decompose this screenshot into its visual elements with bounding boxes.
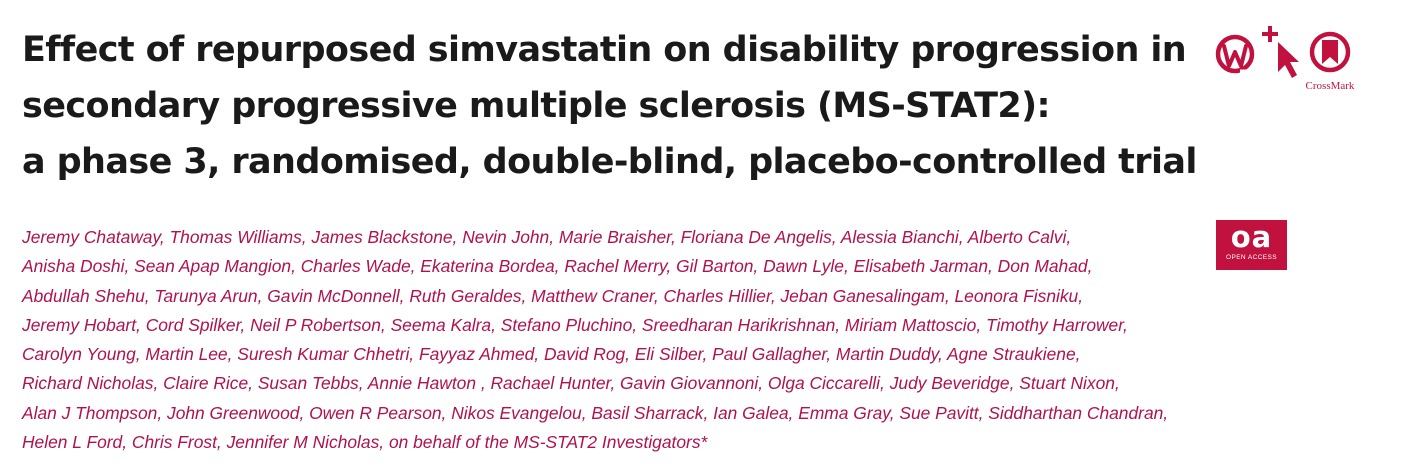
oa-label: OPEN ACCESS [1226, 254, 1277, 261]
article-title: Effect of repurposed simvastatin on disa… [22, 22, 1202, 190]
article-tools: CrossMark [1212, 22, 1372, 102]
author-line: Richard Nicholas, Claire Rice, Susan Teb… [22, 373, 1120, 394]
author-line: Jeremy Chataway, Thomas Williams, James … [22, 227, 1072, 247]
author-line: Carolyn Young, Martin Lee, Suresh Kumar … [22, 344, 1081, 365]
open-access-badge: oa OPEN ACCESS [1216, 220, 1287, 270]
title-line: secondary progressive multiple sclerosis… [22, 86, 1051, 126]
title-line: Effect of repurposed simvastatin on disa… [22, 30, 1187, 70]
author-list: Jeremy Chataway, Thomas Williams, James … [22, 223, 1192, 457]
wiley-w-icon[interactable] [1215, 34, 1255, 74]
crossmark-label: CrossMark [1306, 80, 1355, 92]
author-line: Helen L Ford, Chris Frost, Jennifer M Ni… [22, 432, 708, 453]
author-line: Jeremy Hobart, Cord Spilker, Neil P Robe… [22, 314, 1128, 335]
crossmark-icon[interactable]: CrossMark [1306, 31, 1355, 92]
title-line: a phase 3, randomised, double-blind, pla… [22, 142, 1197, 182]
author-line: Alan J Thompson, John Greenwood, Owen R … [22, 402, 1169, 423]
add-cursor-icon[interactable] [1262, 26, 1299, 78]
oa-logo: oa [1230, 220, 1273, 254]
article-tools-graphic: CrossMark [1215, 26, 1355, 92]
author-line: Abdullah Shehu, Tarunya Arun, Gavin McDo… [22, 285, 1084, 306]
author-line: Anisha Doshi, Sean Apap Mangion, Charles… [22, 256, 1093, 277]
